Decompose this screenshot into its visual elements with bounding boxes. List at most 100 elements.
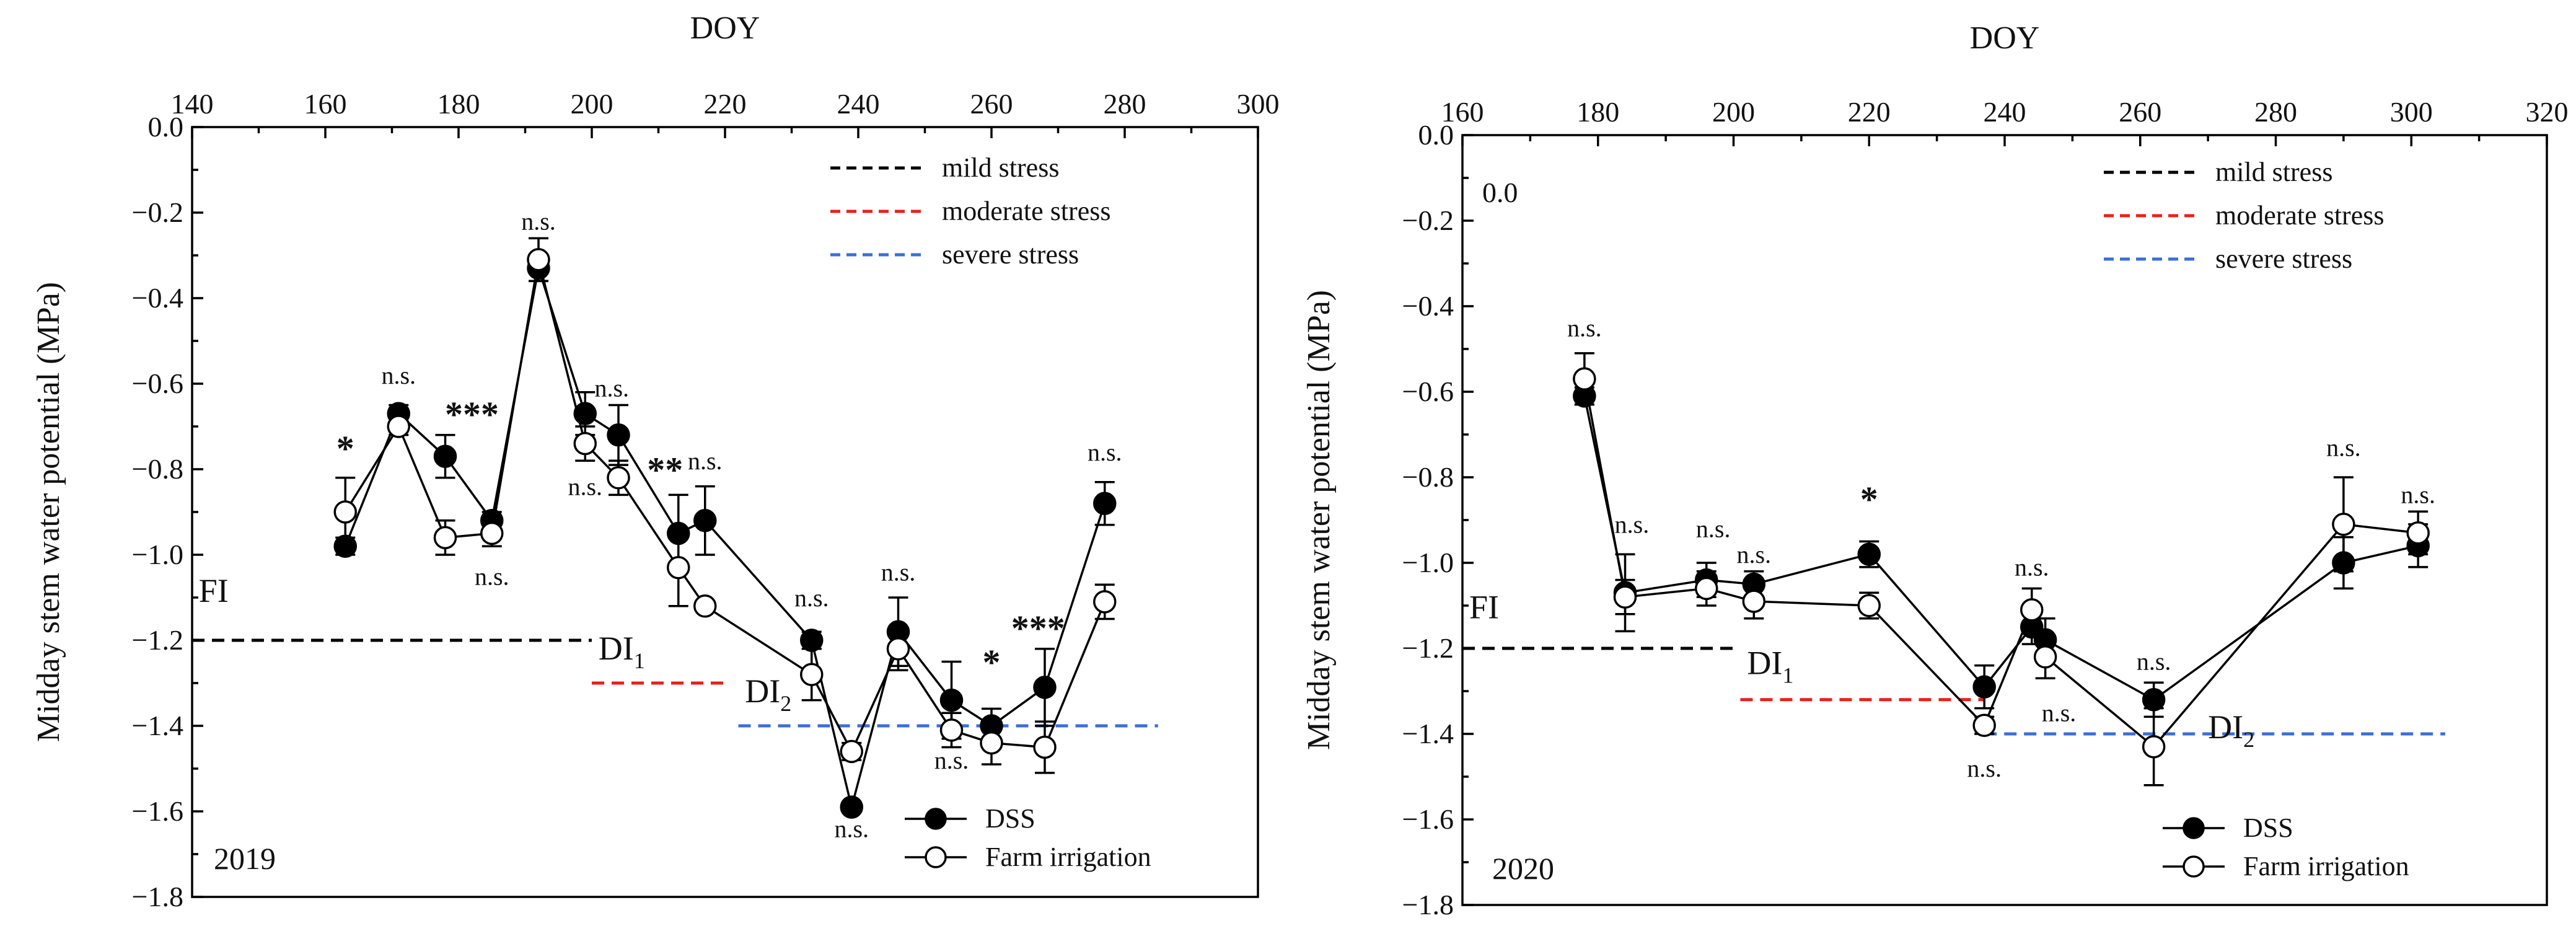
x-tick-label: 320: [2526, 96, 2569, 128]
x-tick-label: 300: [2390, 96, 2433, 128]
region-label-text: DI: [599, 630, 634, 667]
y-tick-label: −0.4: [1402, 290, 1454, 322]
x-tick-label: 260: [2119, 96, 2161, 128]
x-tick-label: 200: [571, 88, 613, 120]
x-tick-label: 140: [171, 88, 214, 120]
data-point-farm-irrigation: [527, 248, 550, 271]
data-point-dss: [1093, 492, 1117, 515]
year-label: 2019: [214, 841, 276, 876]
x-tick-label: 160: [1441, 96, 1484, 128]
y-tick-label: −0.4: [132, 282, 183, 314]
legend-marker-farm-irrigation: [2183, 855, 2205, 878]
data-point-farm-irrigation: [607, 466, 630, 490]
stress-legend-label: mild stress: [942, 152, 1059, 183]
region-label-sub: 2: [2243, 727, 2254, 752]
y-axis-title: Midday stem water potential (MPa): [31, 282, 66, 742]
x-tick-label: 220: [704, 88, 747, 120]
y-tick-label: −0.8: [132, 453, 183, 485]
data-point-dss: [433, 444, 457, 469]
data-point-farm-irrigation: [1033, 735, 1057, 759]
legend-label: Farm irrigation: [985, 842, 1151, 872]
data-point-farm-irrigation: [2406, 521, 2430, 545]
data-point-farm-irrigation: [840, 739, 863, 764]
region-label-sub: 1: [634, 648, 645, 673]
x-tick-label: 260: [970, 88, 1013, 120]
significance-ns: n.s.: [794, 584, 829, 612]
y-tick-label: −0.8: [1402, 461, 1454, 493]
legend-label: Farm irrigation: [2243, 851, 2409, 881]
significance-stars: ***: [445, 394, 499, 435]
data-point-farm-irrigation: [693, 594, 717, 618]
y-tick-label: −1.0: [132, 539, 183, 570]
data-point-farm-irrigation: [800, 663, 824, 686]
x-tick-label: 220: [1848, 96, 1891, 128]
region-label-text: DI: [2208, 708, 2243, 746]
y-tick-label: −1.2: [132, 624, 183, 656]
region-label: DI1: [599, 630, 645, 673]
data-point-dss: [607, 423, 630, 447]
region-label: FI: [1469, 589, 1499, 626]
stress-legend-label: mild stress: [2215, 157, 2332, 187]
region-label: DI1: [1747, 644, 1793, 687]
y-tick-label: −0.6: [132, 368, 183, 399]
significance-ns: n.s.: [881, 558, 916, 586]
significance-ns: n.s.: [2326, 434, 2361, 462]
data-point-dss: [800, 629, 824, 652]
x-tick-label: 160: [304, 88, 347, 120]
x-tick-label: 280: [1104, 88, 1146, 120]
data-point-farm-irrigation: [387, 415, 410, 438]
y-tick-label: 0.0: [1418, 119, 1454, 151]
data-point-farm-irrigation: [333, 500, 357, 524]
data-point-farm-irrigation: [667, 555, 690, 580]
stress-legend-label: severe stress: [2215, 244, 2352, 274]
x-tick-label: 180: [1576, 96, 1619, 128]
data-point-farm-irrigation: [2033, 645, 2057, 669]
significance-ns: n.s.: [2015, 554, 2049, 581]
significance-stars: *: [1860, 479, 1878, 519]
legend-label: DSS: [2243, 813, 2293, 843]
series-line-dss: [344, 268, 1106, 808]
data-point-farm-irrigation: [1857, 594, 1881, 617]
data-point-dss: [1972, 675, 1996, 699]
inner-label: 0.0: [1482, 177, 1518, 208]
significance-ns: n.s.: [568, 472, 602, 500]
stress-legend-label: severe stress: [942, 239, 1079, 270]
series-line-dss: [1583, 395, 2419, 701]
significance-ns: n.s.: [1567, 314, 1602, 342]
data-point-dss: [2332, 551, 2355, 575]
data-point-dss: [2142, 688, 2166, 712]
significance-ns: n.s.: [1737, 541, 1772, 568]
data-point-dss: [693, 509, 717, 532]
data-point-dss: [573, 402, 597, 426]
data-point-farm-irrigation: [1093, 590, 1117, 614]
y-tick-label: 0.0: [148, 111, 184, 143]
x-tick-label: 240: [837, 88, 880, 120]
data-point-dss: [333, 534, 357, 558]
data-point-farm-irrigation: [980, 731, 1003, 755]
legend-marker-farm-irrigation: [925, 846, 947, 868]
data-point-dss: [939, 688, 964, 712]
x-tick-label: 280: [2254, 96, 2297, 128]
y-tick-label: −1.4: [132, 710, 183, 741]
chart-panel-left: 140 160 180 200 220 240 260 280 300 0.0 −0.2 −0.4 −0…: [31, 11, 1280, 912]
region-label-text: DI: [745, 673, 780, 710]
x-axis-title: DOY: [1970, 20, 2040, 56]
y-tick-label: −0.6: [1402, 376, 1454, 407]
significance-ns: n.s.: [688, 447, 723, 475]
y-tick-label: −1.8: [1402, 889, 1454, 920]
data-point-farm-irrigation: [2332, 513, 2355, 536]
significance-stars: *: [336, 428, 354, 469]
x-axis-title: DOY: [690, 11, 760, 46]
x-tick-label: 240: [1984, 96, 2026, 128]
significance-ns: n.s.: [834, 814, 869, 842]
data-point-farm-irrigation: [1613, 585, 1637, 609]
y-tick-label: −1.2: [1402, 632, 1454, 664]
significance-ns: n.s.: [2401, 480, 2435, 508]
significance-ns: n.s.: [475, 562, 509, 590]
significance-ns: n.s.: [594, 374, 629, 402]
data-point-farm-irrigation: [1972, 713, 1996, 737]
significance-ns: n.s.: [1615, 511, 1650, 539]
region-label-text: FI: [1469, 589, 1499, 626]
stress-legend-label: moderate stress: [942, 196, 1110, 226]
